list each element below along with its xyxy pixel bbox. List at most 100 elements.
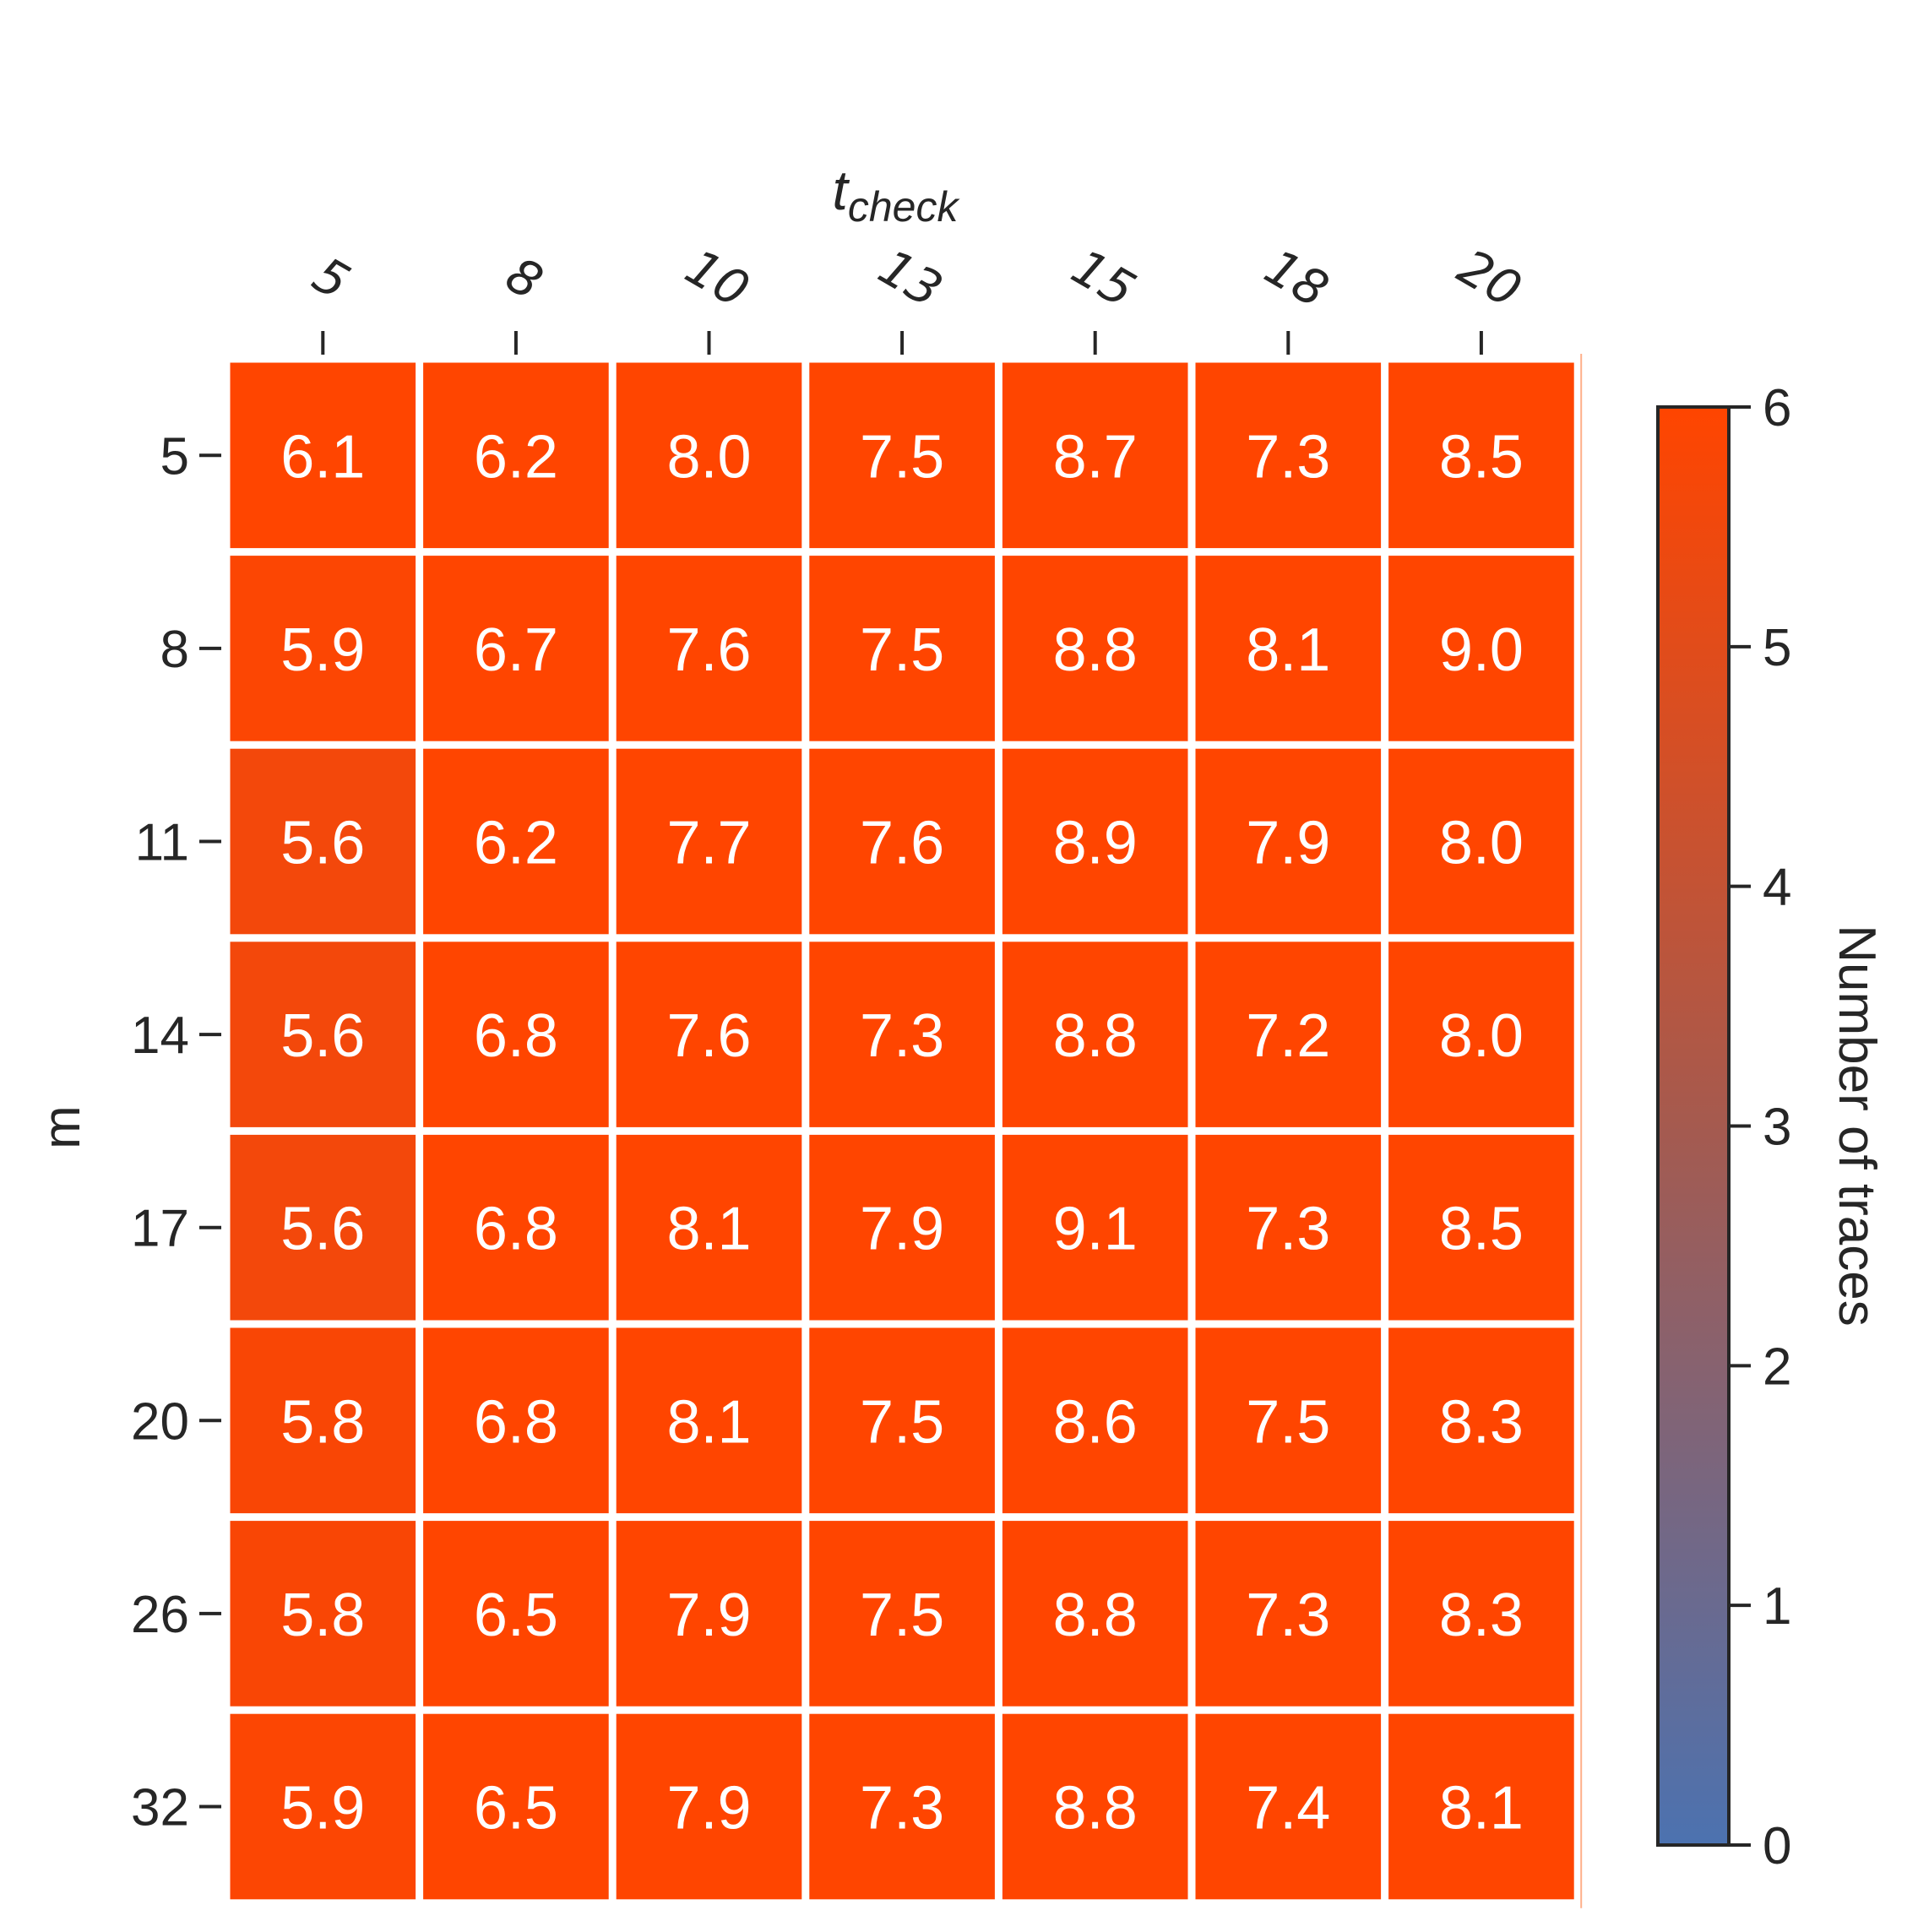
heatmap-cell — [1195, 1521, 1382, 1707]
cell-value-label: 7.2 — [1246, 1002, 1330, 1070]
colorbar-tick-label: 6 — [1763, 379, 1791, 437]
cell-value-label: 8.1 — [1246, 616, 1330, 684]
heatmap-cell — [230, 362, 416, 549]
heatmap-cell — [423, 362, 609, 549]
cell-value-label: 7.3 — [860, 1002, 944, 1070]
cell-value-label: 7.3 — [860, 1775, 944, 1842]
cell-value-label: 8.8 — [1053, 1775, 1138, 1842]
heatmap-cell — [423, 1327, 609, 1514]
heatmap-cell — [809, 1521, 995, 1707]
cell-value-label: 5.8 — [280, 1582, 365, 1649]
heatmap-cell — [809, 1713, 995, 1900]
heatmap-cell — [423, 748, 609, 935]
cell-value-label: 8.0 — [1439, 810, 1524, 877]
cell-value-label: 7.9 — [666, 1775, 751, 1842]
y-tick-label: 8 — [160, 621, 189, 679]
heatmap-cell — [1195, 362, 1382, 549]
cell-value-label: 8.3 — [1439, 1388, 1524, 1456]
cell-value-label: 8.5 — [1439, 423, 1524, 491]
colorbar-ticks: 0 1 2 3 4 5 6 — [1729, 379, 1791, 1875]
heatmap-cell — [1195, 748, 1382, 935]
heatmap-cell — [1195, 942, 1382, 1127]
cell-value-label: 8.0 — [666, 423, 751, 491]
heatmap-cell — [809, 1327, 995, 1514]
heatmap-cell — [1388, 1713, 1574, 1900]
colorbar-tick-label: 2 — [1763, 1338, 1791, 1396]
cell-value-label: 6.7 — [474, 616, 558, 684]
heatmap-cell — [1388, 556, 1574, 741]
colorbar-tick-label: 4 — [1763, 859, 1791, 917]
heatmap-cell — [1002, 942, 1188, 1127]
heatmap-cell — [1002, 362, 1188, 549]
cell-value-label: 8.9 — [1053, 810, 1138, 877]
cell-value-label: 7.9 — [666, 1582, 751, 1649]
cell-value-label: 9.1 — [1053, 1196, 1138, 1263]
cell-value-label: 7.7 — [666, 810, 751, 877]
heatmap-cell — [616, 362, 802, 549]
heatmap-cell — [1388, 1327, 1574, 1514]
y-tick-label: 32 — [131, 1779, 189, 1837]
cell-value-label: 8.5 — [1439, 1196, 1524, 1263]
x-axis-title-main: t — [833, 159, 850, 221]
x-axis-title: tcheck — [833, 159, 961, 231]
cell-value-label: 8.1 — [666, 1196, 751, 1263]
cell-value-label: 6.5 — [474, 1775, 558, 1842]
cell-value-label: 9.0 — [1439, 616, 1524, 684]
cell-value-label: 5.8 — [280, 1388, 365, 1456]
cell-value-label: 5.6 — [280, 1196, 365, 1263]
heatmap-cell — [1002, 1713, 1188, 1900]
heatmap-cell — [809, 556, 995, 741]
cell-value-label: 8.1 — [1439, 1775, 1524, 1842]
heatmap-cell — [1002, 1327, 1188, 1514]
cell-value-label: 7.9 — [860, 1196, 944, 1263]
cell-value-label: 8.7 — [1053, 423, 1138, 491]
heatmap-cell — [1388, 362, 1574, 549]
colorbar: 0 1 2 3 4 5 6 Number of traces — [1656, 379, 1886, 1875]
heatmap-cell — [423, 1134, 609, 1321]
y-tick-label: 14 — [131, 1007, 189, 1065]
heatmap-cell — [1388, 1521, 1574, 1707]
cell-value-label: 7.3 — [1246, 1196, 1330, 1263]
cell-value-label: 7.5 — [1246, 1388, 1330, 1456]
colorbar-label: Number of traces — [1828, 925, 1886, 1327]
heatmap-cell — [616, 1327, 802, 1514]
y-tick-label: 26 — [131, 1586, 189, 1644]
heatmap-cell — [1388, 1134, 1574, 1321]
cell-value-label: 7.5 — [860, 1388, 944, 1456]
heatmap-cell — [1195, 556, 1382, 741]
heatmap-cell — [809, 748, 995, 935]
colorbar-tick-label: 1 — [1763, 1577, 1791, 1636]
heatmap-cell — [1002, 1134, 1188, 1321]
heatmap-cell — [1002, 556, 1188, 741]
heatmap-cell — [423, 942, 609, 1127]
cell-value-label: 5.6 — [280, 1002, 365, 1070]
heatmap-cell — [1388, 748, 1574, 935]
heatmap-cell — [230, 556, 416, 741]
cell-value-label: 8.8 — [1053, 616, 1138, 684]
cell-value-label: 7.3 — [1246, 1582, 1330, 1649]
colorbar-gradient — [1656, 405, 1731, 1847]
heatmap-cell — [1195, 1713, 1382, 1900]
y-tick-label: 11 — [135, 814, 189, 872]
cell-value-label: 7.5 — [860, 1582, 944, 1649]
x-axis-title-subscript: check — [848, 183, 961, 231]
heatmap-cell — [423, 556, 609, 741]
cell-value-label: 5.9 — [280, 616, 365, 684]
heatmap-cell — [230, 1713, 416, 1900]
cell-value-label: 8.1 — [666, 1388, 751, 1456]
cell-value-label: 8.3 — [1439, 1582, 1524, 1649]
heatmap-cell — [1002, 1521, 1188, 1707]
heatmap-cell — [809, 362, 995, 549]
heatmap-cell — [230, 942, 416, 1127]
cell-value-label: 6.1 — [280, 423, 365, 491]
cell-value-label: 6.2 — [474, 423, 558, 491]
heatmap-cell — [230, 1521, 416, 1707]
colorbar-tick-label: 0 — [1763, 1817, 1791, 1875]
heatmap-cell — [809, 942, 995, 1127]
y-tick-label: 20 — [131, 1392, 189, 1451]
cell-value-label: 6.8 — [474, 1388, 558, 1456]
cell-value-label: 7.5 — [860, 616, 944, 684]
cell-value-label: 8.6 — [1053, 1388, 1138, 1456]
heatmap-cell — [230, 748, 416, 935]
